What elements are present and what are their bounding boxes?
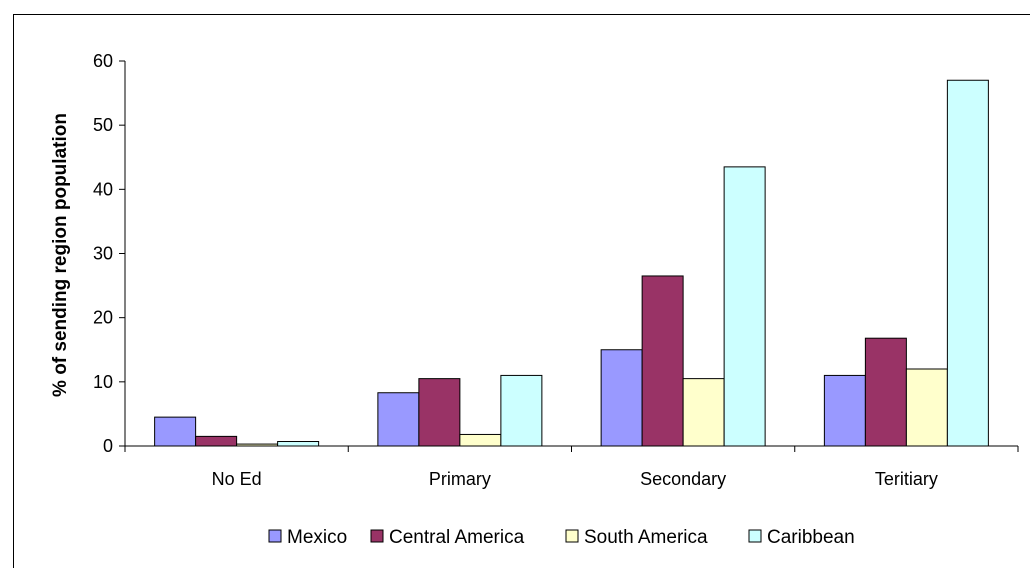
- bars: [154, 79, 989, 447]
- bar: [459, 433, 502, 447]
- bar: [600, 349, 643, 447]
- bar: [823, 374, 866, 447]
- bar: [641, 275, 684, 447]
- bar: [195, 435, 238, 447]
- bar: [154, 416, 197, 447]
- bar: [723, 166, 766, 447]
- bar: [500, 374, 543, 447]
- bar: [418, 378, 461, 447]
- chart-frame: [13, 14, 1030, 568]
- legend-swatch: [370, 529, 384, 543]
- legend-label: Mexico: [287, 527, 347, 548]
- y-tick-label: 60: [93, 51, 113, 71]
- x-tick-label: No Ed: [212, 469, 262, 489]
- bar: [946, 79, 989, 447]
- legend-label: South America: [584, 527, 708, 548]
- y-axis-title: % of sending region population: [50, 113, 71, 397]
- bar: [277, 441, 320, 447]
- x-tick-label: Secondary: [640, 469, 726, 489]
- legend-swatch: [268, 529, 282, 543]
- x-tick-label: Teritiary: [875, 469, 938, 489]
- bar: [236, 443, 279, 447]
- legend-swatch: [565, 529, 579, 543]
- legend-label: Caribbean: [767, 527, 855, 548]
- y-tick-label: 0: [103, 436, 113, 456]
- bar: [377, 392, 420, 447]
- y-tick-label: 10: [93, 372, 113, 392]
- legend: Mexico Central America South America Caribb…: [268, 527, 855, 548]
- y-tick-label: 30: [93, 244, 113, 264]
- bar: [864, 337, 907, 447]
- legend-swatch: [748, 529, 762, 543]
- legend-label: Central America: [389, 527, 525, 548]
- bar: [682, 378, 725, 447]
- ticks: 0 10 20 30 40 50 60 No Ed Primary Secondary Teriti…: [93, 51, 1019, 489]
- bar: [905, 368, 948, 447]
- x-tick-label: Primary: [429, 469, 491, 489]
- y-tick-label: 40: [93, 179, 113, 199]
- y-tick-label: 20: [93, 308, 113, 328]
- y-tick-label: 50: [93, 115, 113, 135]
